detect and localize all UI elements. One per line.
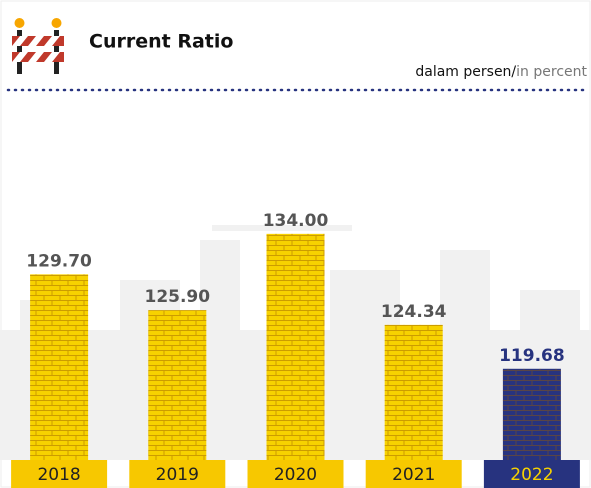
brick-texture	[267, 234, 325, 460]
unit-label-en: in percent	[516, 64, 587, 80]
x-tick-label: 2019	[156, 465, 199, 485]
brick-texture	[148, 310, 206, 460]
unit-label: dalam persen/in percent	[415, 64, 587, 80]
brick-texture	[503, 369, 561, 460]
value-label: 119.68	[499, 346, 565, 366]
unit-label-id: dalam persen/	[415, 64, 516, 80]
value-label: 134.00	[263, 211, 329, 231]
value-label: 129.70	[26, 251, 92, 271]
chart: Current Ratio dalam persen/in percent 12…	[0, 0, 591, 488]
chart-title: Current Ratio	[89, 31, 233, 53]
value-label: 124.34	[381, 302, 447, 322]
x-tick-label: 2020	[274, 465, 317, 485]
value-label: 125.90	[144, 287, 210, 307]
brick-texture	[30, 274, 88, 460]
brick-texture	[385, 325, 443, 460]
x-tick-label: 2022	[510, 465, 553, 485]
x-tick-label: 2021	[392, 465, 435, 485]
x-tick-label: 2018	[37, 465, 80, 485]
